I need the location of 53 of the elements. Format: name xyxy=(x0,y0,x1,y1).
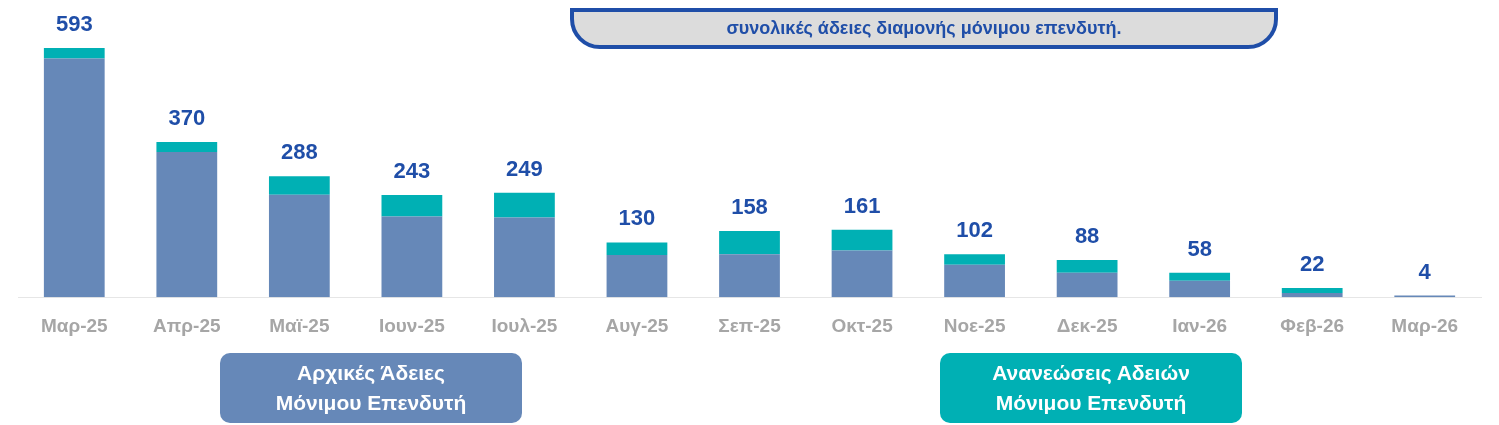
annotation: 161 xyxy=(843,192,881,218)
x-tick-label: Δεκ-25 xyxy=(1056,314,1118,336)
bar xyxy=(268,194,330,298)
text: συνολικές άδειες διαμονής μόνιμου επενδυτή. xyxy=(570,8,1278,49)
bar xyxy=(1281,287,1343,293)
annotation: 102 xyxy=(956,217,993,243)
x-tick-label: Ιουν-25 xyxy=(378,314,446,336)
bar xyxy=(606,255,668,298)
bar xyxy=(156,151,218,298)
bar xyxy=(719,230,780,255)
bar xyxy=(43,58,105,298)
annotation: 288 xyxy=(280,139,318,165)
x-tick-label: Οκτ-25 xyxy=(831,314,894,336)
annotation: 130 xyxy=(618,205,656,231)
bar xyxy=(381,216,443,298)
bar xyxy=(156,141,218,152)
bar xyxy=(1056,272,1118,298)
annotation: 370 xyxy=(168,105,206,131)
annotation: 4 xyxy=(1418,258,1432,284)
bar xyxy=(43,48,105,59)
annotation: 593 xyxy=(55,11,93,37)
bar xyxy=(606,242,668,256)
bar xyxy=(831,229,893,251)
annotation: 158 xyxy=(731,193,768,219)
x-tick-label: Μαρ-25 xyxy=(40,314,109,336)
x-tick-label: Σεπ-25 xyxy=(718,314,782,336)
bar xyxy=(1056,260,1118,273)
annotation: 22 xyxy=(1299,251,1325,277)
bar xyxy=(494,217,555,298)
x-tick-label: Αυγ-25 xyxy=(605,314,669,336)
text: Αρχικές Άδειες Μόνιμου Επενδυτή xyxy=(220,353,522,423)
bar xyxy=(831,250,893,298)
bar xyxy=(268,176,330,195)
x-tick-label: Νοε-25 xyxy=(943,314,1006,336)
bar xyxy=(494,192,555,218)
x-tick-label: Φεβ-26 xyxy=(1280,314,1345,336)
annotation: 249 xyxy=(506,155,543,181)
x-tick-label: Μαϊ-25 xyxy=(269,314,330,336)
annotation: 58 xyxy=(1187,235,1212,261)
bar xyxy=(719,254,780,298)
bar xyxy=(944,264,1005,298)
annotation: 243 xyxy=(393,158,431,184)
bar xyxy=(1281,292,1343,298)
annotation: 88 xyxy=(1074,223,1100,249)
x-tick-label: Ιαν-26 xyxy=(1172,314,1228,336)
bar xyxy=(381,195,443,217)
bar xyxy=(1169,280,1231,298)
text: Ανανεώσεις Αδειών Μόνιμου Επενδυτή xyxy=(940,353,1242,423)
x-tick-label: Μαρ-26 xyxy=(1391,314,1459,336)
x-tick-label: Απρ-25 xyxy=(153,314,221,336)
x-tick-label: Ιουλ-25 xyxy=(491,314,558,336)
bar xyxy=(1169,272,1231,281)
bar xyxy=(944,254,1005,265)
